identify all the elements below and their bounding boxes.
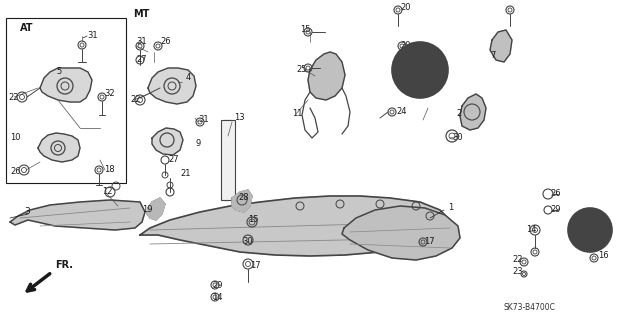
- Text: 26: 26: [10, 167, 20, 176]
- Polygon shape: [140, 196, 450, 256]
- Text: 27: 27: [168, 155, 179, 165]
- Text: 30: 30: [452, 133, 463, 143]
- Text: 26: 26: [550, 189, 561, 198]
- Polygon shape: [40, 68, 92, 102]
- Text: 25: 25: [296, 65, 307, 75]
- Polygon shape: [152, 128, 183, 155]
- Text: 28: 28: [238, 194, 248, 203]
- Text: AT: AT: [20, 23, 33, 33]
- Polygon shape: [147, 198, 165, 220]
- Circle shape: [568, 208, 612, 252]
- Circle shape: [402, 52, 438, 88]
- Polygon shape: [308, 52, 345, 100]
- Circle shape: [392, 42, 448, 98]
- Text: 17: 17: [250, 262, 260, 271]
- Text: 12: 12: [102, 188, 113, 197]
- Text: 29: 29: [212, 281, 223, 291]
- Text: 9: 9: [195, 139, 200, 149]
- Text: 32: 32: [104, 90, 115, 99]
- Text: 1: 1: [448, 204, 453, 212]
- Polygon shape: [10, 200, 145, 230]
- Text: 6: 6: [436, 78, 442, 86]
- Text: 20: 20: [400, 4, 410, 12]
- Text: 11: 11: [292, 109, 303, 118]
- Text: 3: 3: [24, 207, 29, 217]
- Text: 26: 26: [160, 38, 171, 47]
- Text: 7: 7: [490, 51, 495, 61]
- Text: 17: 17: [424, 238, 435, 247]
- Text: MT: MT: [133, 9, 149, 19]
- Text: 22: 22: [130, 95, 141, 105]
- Text: 5: 5: [56, 68, 61, 77]
- Circle shape: [576, 216, 604, 244]
- Text: SK73-B4700C: SK73-B4700C: [504, 303, 556, 313]
- Text: 24: 24: [396, 108, 406, 116]
- Text: 18: 18: [104, 166, 115, 174]
- Text: 19: 19: [142, 205, 152, 214]
- Text: 31: 31: [87, 32, 98, 41]
- Polygon shape: [460, 94, 486, 130]
- Text: 29: 29: [550, 205, 561, 214]
- Text: 31: 31: [136, 38, 147, 47]
- Text: 22: 22: [512, 256, 522, 264]
- Text: 20: 20: [400, 41, 410, 50]
- Polygon shape: [342, 206, 460, 260]
- Polygon shape: [232, 190, 252, 212]
- Text: 10: 10: [10, 133, 20, 143]
- Text: 22: 22: [8, 93, 19, 102]
- Text: 4: 4: [186, 73, 191, 83]
- Text: 27: 27: [136, 56, 147, 64]
- Polygon shape: [148, 68, 196, 104]
- Text: 15: 15: [248, 216, 259, 225]
- Text: 21: 21: [180, 169, 191, 179]
- Polygon shape: [38, 133, 80, 162]
- Bar: [221, 120, 235, 200]
- Text: 13: 13: [234, 114, 244, 122]
- Text: 15: 15: [300, 26, 310, 34]
- Text: 23: 23: [512, 268, 523, 277]
- Text: 8: 8: [598, 224, 604, 233]
- Text: 2: 2: [456, 109, 461, 118]
- Text: 30: 30: [242, 238, 253, 247]
- Text: 14: 14: [212, 293, 223, 302]
- Bar: [6, 18, 126, 183]
- Text: 31: 31: [198, 115, 209, 124]
- Polygon shape: [490, 30, 512, 62]
- Text: FR.: FR.: [55, 260, 73, 270]
- Text: 14: 14: [526, 226, 536, 234]
- Text: 16: 16: [598, 251, 609, 261]
